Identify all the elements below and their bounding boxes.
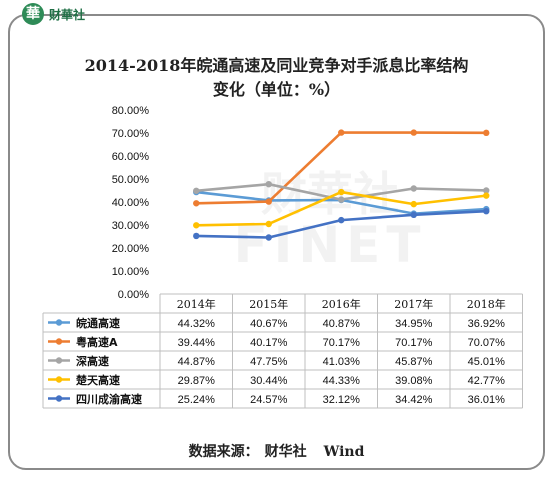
data-label: 30.44%: [250, 375, 288, 387]
finet-logo: 華 财華社: [22, 2, 85, 26]
data-point: [338, 216, 345, 224]
data-label: 44.87%: [178, 356, 216, 368]
logo-name: 财華社: [49, 7, 86, 22]
data-label: 41.03%: [323, 356, 361, 368]
x-tick-label: 2015年: [249, 297, 288, 311]
y-tick-label: 0.00%: [118, 289, 149, 301]
legend-entry: 楚天高速: [76, 373, 120, 387]
data-label: 32.12%: [323, 394, 361, 406]
x-tick-label: 2017年: [394, 297, 433, 311]
data-label: 70.17%: [395, 337, 433, 349]
data-label: 34.95%: [395, 318, 433, 330]
data-label: 45.01%: [468, 356, 506, 368]
data-label: 34.42%: [395, 394, 433, 406]
watermark-en: FINET: [234, 216, 427, 274]
data-point: [410, 200, 417, 208]
legend-marker: [55, 338, 63, 345]
data-point: [483, 207, 490, 215]
data-label: 42.77%: [468, 375, 506, 387]
data-label: 36.92%: [468, 318, 506, 330]
data-label: 36.01%: [468, 394, 506, 406]
y-tick-label: 80.00%: [112, 105, 150, 117]
x-tick-label: 2014年: [177, 297, 216, 311]
chart-frame: [8, 14, 545, 470]
data-point: [410, 129, 417, 136]
data-point: [338, 196, 345, 203]
y-tick-label: 60.00%: [112, 151, 150, 163]
chart-title: 2014-2018年皖通高速及同业竞争对手派息比率结构: [84, 56, 469, 75]
data-source: 数据来源： 财华社 Wind: [0, 441, 553, 461]
data-label: 44.32%: [178, 318, 216, 330]
legend-marker: [55, 319, 63, 326]
data-point: [338, 129, 345, 136]
source-org-finet: 财华社: [264, 444, 307, 460]
data-label: 25.24%: [178, 394, 216, 406]
data-point: [338, 188, 345, 196]
data-label: 24.57%: [250, 394, 288, 406]
y-tick-label: 20.00%: [112, 243, 150, 255]
data-label: 40.67%: [250, 318, 288, 330]
x-tick-label: 2016年: [322, 297, 361, 311]
y-tick-label: 70.00%: [112, 128, 150, 140]
data-label: 40.17%: [250, 337, 288, 349]
y-tick-label: 10.00%: [112, 266, 150, 278]
legend-entry: 皖通高速: [76, 316, 120, 330]
legend-entry: 粤高速A: [76, 335, 118, 349]
y-tick-label: 40.00%: [112, 197, 150, 209]
data-point: [265, 180, 272, 188]
legend-entry: 四川成渝高速: [76, 392, 142, 406]
legend-marker: [55, 395, 63, 402]
data-label: 39.08%: [395, 375, 433, 387]
data-point: [265, 198, 272, 205]
legend-marker: [55, 376, 63, 383]
logo-mark: 華: [22, 3, 44, 25]
y-tick-label: 50.00%: [112, 174, 150, 186]
data-label: 44.33%: [323, 375, 361, 387]
legend-entry: 深高速: [76, 354, 109, 368]
data-point: [193, 200, 200, 207]
data-point: [483, 129, 490, 137]
legend-marker: [55, 357, 63, 364]
data-label: 70.17%: [323, 337, 361, 349]
data-point: [193, 232, 200, 240]
data-point: [483, 192, 490, 199]
chart-title-line2: 变化（单位：%）: [212, 80, 341, 99]
source-label: 数据来源：: [188, 444, 259, 460]
source-org-wind: Wind: [323, 444, 365, 460]
x-tick-label: 2018年: [467, 297, 506, 311]
y-tick-label: 30.00%: [112, 220, 150, 232]
data-label: 40.87%: [323, 318, 361, 330]
data-point: [193, 187, 200, 194]
data-point: [265, 220, 272, 228]
data-label: 39.44%: [178, 337, 216, 349]
data-point: [193, 222, 200, 229]
data-point: [483, 187, 490, 194]
data-label: 70.07%: [468, 337, 506, 349]
data-point: [410, 185, 417, 192]
data-label: 47.75%: [250, 356, 288, 368]
data-label: 29.87%: [178, 375, 216, 387]
data-point: [410, 211, 417, 219]
data-label: 45.87%: [395, 356, 433, 368]
data-point: [265, 234, 272, 241]
